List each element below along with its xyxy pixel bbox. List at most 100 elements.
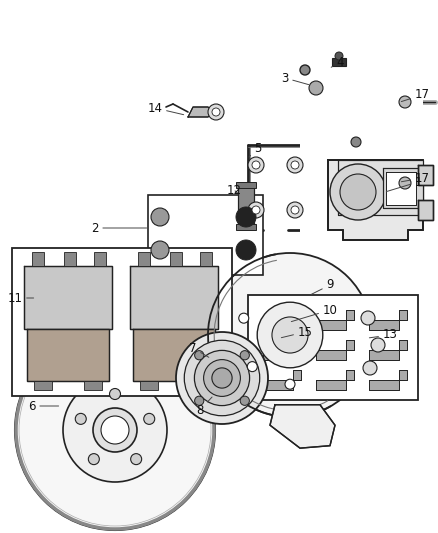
- Circle shape: [194, 396, 204, 406]
- Circle shape: [110, 389, 120, 400]
- Text: 4: 4: [331, 55, 344, 69]
- Circle shape: [176, 332, 268, 424]
- Polygon shape: [369, 310, 407, 330]
- Circle shape: [335, 52, 343, 60]
- Bar: [236, 182, 256, 188]
- Circle shape: [399, 96, 411, 108]
- Bar: [12, 248, 232, 396]
- Circle shape: [248, 202, 264, 218]
- Circle shape: [399, 177, 411, 189]
- Bar: [140, 381, 158, 390]
- FancyBboxPatch shape: [300, 64, 423, 245]
- Polygon shape: [383, 168, 423, 208]
- Text: 1: 1: [386, 175, 422, 191]
- Polygon shape: [188, 107, 213, 117]
- Circle shape: [194, 351, 204, 360]
- Bar: [170, 252, 182, 266]
- Text: 17: 17: [401, 172, 430, 184]
- Circle shape: [101, 416, 129, 444]
- Polygon shape: [369, 340, 407, 360]
- Circle shape: [330, 164, 386, 220]
- Polygon shape: [328, 160, 423, 240]
- Bar: [138, 252, 150, 266]
- Polygon shape: [24, 266, 112, 329]
- Circle shape: [363, 361, 377, 375]
- Circle shape: [240, 351, 249, 360]
- Bar: [34, 381, 52, 390]
- Circle shape: [252, 161, 260, 169]
- Text: 13: 13: [369, 328, 397, 342]
- Polygon shape: [316, 310, 354, 330]
- Bar: [200, 252, 212, 266]
- Circle shape: [252, 206, 260, 214]
- Circle shape: [131, 454, 141, 465]
- Circle shape: [309, 81, 323, 95]
- Text: 2: 2: [91, 222, 147, 235]
- Circle shape: [247, 361, 257, 372]
- Text: 9: 9: [311, 279, 334, 294]
- Circle shape: [361, 311, 375, 325]
- Polygon shape: [263, 370, 301, 390]
- Circle shape: [88, 454, 99, 465]
- Text: 6: 6: [28, 400, 59, 413]
- Circle shape: [93, 408, 137, 452]
- Text: 7: 7: [189, 342, 209, 357]
- Circle shape: [291, 161, 299, 169]
- Polygon shape: [130, 266, 218, 329]
- Polygon shape: [263, 340, 301, 360]
- Bar: [64, 252, 76, 266]
- Polygon shape: [263, 310, 301, 330]
- Text: 15: 15: [281, 326, 312, 338]
- Text: 5: 5: [249, 141, 261, 157]
- Text: 14: 14: [148, 101, 184, 115]
- Polygon shape: [27, 329, 109, 381]
- Circle shape: [184, 340, 260, 416]
- Text: 12: 12: [226, 183, 241, 197]
- Circle shape: [208, 104, 224, 120]
- Circle shape: [194, 350, 250, 406]
- Text: 8: 8: [196, 397, 212, 416]
- Circle shape: [272, 317, 308, 353]
- Circle shape: [240, 396, 249, 406]
- Polygon shape: [316, 340, 354, 360]
- Circle shape: [351, 137, 361, 147]
- Circle shape: [144, 414, 155, 424]
- Polygon shape: [270, 405, 335, 448]
- Circle shape: [239, 313, 249, 323]
- Bar: [236, 224, 256, 230]
- Text: 17: 17: [401, 88, 430, 102]
- Circle shape: [257, 302, 323, 368]
- Polygon shape: [238, 185, 254, 227]
- Circle shape: [248, 157, 264, 173]
- Circle shape: [151, 241, 169, 259]
- Bar: [248, 295, 418, 400]
- Circle shape: [285, 379, 295, 389]
- Circle shape: [212, 108, 220, 116]
- Bar: [332, 58, 346, 66]
- Circle shape: [300, 65, 310, 75]
- Circle shape: [75, 414, 86, 424]
- Circle shape: [236, 207, 256, 227]
- Polygon shape: [418, 200, 433, 220]
- Circle shape: [340, 174, 376, 210]
- Circle shape: [15, 330, 215, 530]
- Bar: [32, 252, 44, 266]
- Polygon shape: [418, 165, 433, 185]
- Polygon shape: [369, 370, 407, 390]
- Polygon shape: [386, 172, 416, 205]
- Text: 3: 3: [281, 71, 309, 85]
- Polygon shape: [338, 160, 423, 215]
- Circle shape: [208, 253, 372, 417]
- Circle shape: [287, 157, 303, 173]
- Circle shape: [212, 368, 232, 388]
- Circle shape: [371, 338, 385, 352]
- Circle shape: [63, 378, 167, 482]
- Bar: [190, 381, 208, 390]
- Circle shape: [151, 208, 169, 226]
- Text: 10: 10: [291, 303, 337, 321]
- Circle shape: [291, 206, 299, 214]
- Polygon shape: [316, 370, 354, 390]
- Circle shape: [287, 202, 303, 218]
- Polygon shape: [133, 329, 215, 381]
- Text: 11: 11: [7, 292, 34, 304]
